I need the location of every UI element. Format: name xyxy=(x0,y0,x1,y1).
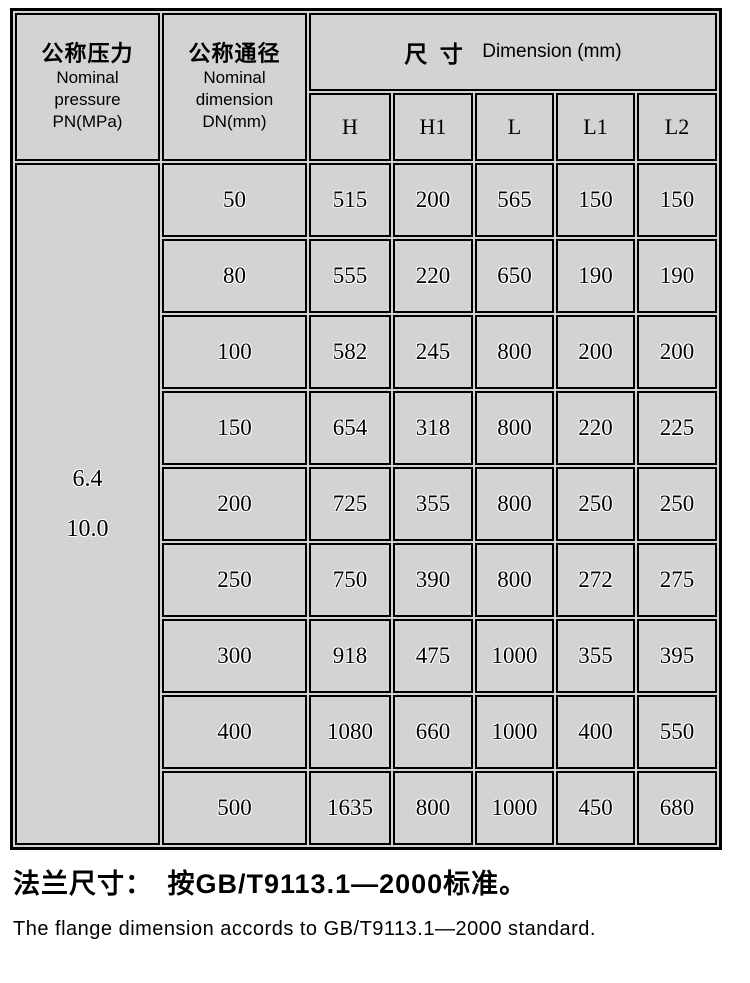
l-cell: 800 xyxy=(475,467,554,541)
l2-cell: 250 xyxy=(637,467,717,541)
dimension-header-zh: 尺 寸 xyxy=(404,41,466,67)
sub-header-H1: H1 xyxy=(393,93,473,161)
h-cell: 1080 xyxy=(309,695,391,769)
pn-header-en: Nominal pressure PN(MPa) xyxy=(52,68,123,132)
l1-cell: 150 xyxy=(556,163,635,237)
sub-header-L: L xyxy=(475,93,554,161)
header-row-1: 公称压力 Nominal pressure PN(MPa) 公称通径 Nomin… xyxy=(15,13,717,161)
h1-cell: 475 xyxy=(393,619,473,693)
l2-cell: 200 xyxy=(637,315,717,389)
l2-cell: 395 xyxy=(637,619,717,693)
h1-cell: 660 xyxy=(393,695,473,769)
l1-cell: 190 xyxy=(556,239,635,313)
footer-note-en: The flange dimension accords to GB/T9113… xyxy=(13,918,596,940)
l2-cell: 550 xyxy=(637,695,717,769)
l2-cell: 190 xyxy=(637,239,717,313)
h-cell: 582 xyxy=(309,315,391,389)
l-cell: 565 xyxy=(475,163,554,237)
h1-cell: 800 xyxy=(393,771,473,845)
dn-cell: 200 xyxy=(162,467,307,541)
pn-values-cell: 6.4 10.0 xyxy=(15,163,160,845)
l-cell: 1000 xyxy=(475,619,554,693)
header-row-2: H H1 L L1 L2 xyxy=(15,93,717,161)
h-cell: 725 xyxy=(309,467,391,541)
dimension-header-en: Dimension (mm) xyxy=(482,41,622,62)
table-row: 400 1080 660 1000 400 550 xyxy=(15,695,717,769)
dimension-header-cell: 尺 寸 Dimension (mm) xyxy=(309,13,717,91)
h-cell: 515 xyxy=(309,163,391,237)
l-cell: 800 xyxy=(475,315,554,389)
dn-cell: 50 xyxy=(162,163,307,237)
l1-cell: 220 xyxy=(556,391,635,465)
dn-cell: 500 xyxy=(162,771,307,845)
sub-header-H: H xyxy=(309,93,391,161)
dn-cell: 400 xyxy=(162,695,307,769)
table-row: 200 725 355 800 250 250 xyxy=(15,467,717,541)
l2-cell: 225 xyxy=(637,391,717,465)
h-cell: 918 xyxy=(309,619,391,693)
l1-cell: 250 xyxy=(556,467,635,541)
l2-cell: 680 xyxy=(637,771,717,845)
l1-cell: 450 xyxy=(556,771,635,845)
l2-cell: 150 xyxy=(637,163,717,237)
h1-cell: 390 xyxy=(393,543,473,617)
l1-cell: 272 xyxy=(556,543,635,617)
l1-cell: 355 xyxy=(556,619,635,693)
table-row: 300 918 475 1000 355 395 xyxy=(15,619,717,693)
h1-cell: 355 xyxy=(393,467,473,541)
dn-cell: 250 xyxy=(162,543,307,617)
table-row: 250 750 390 800 272 275 xyxy=(15,543,717,617)
h-cell: 555 xyxy=(309,239,391,313)
l1-cell: 400 xyxy=(556,695,635,769)
sub-header-L2: L2 xyxy=(637,93,717,161)
h1-cell: 220 xyxy=(393,239,473,313)
dimension-table: 公称压力 Nominal pressure PN(MPa) 公称通径 Nomin… xyxy=(10,8,722,850)
h1-cell: 200 xyxy=(393,163,473,237)
table-header: 公称压力 Nominal pressure PN(MPa) 公称通径 Nomin… xyxy=(15,13,717,161)
dn-cell: 80 xyxy=(162,239,307,313)
table-body: 6.4 10.0 50 515 200 565 150 150 80 555 220 650 190 1… xyxy=(15,163,717,845)
pn-header-zh: 公称压力 xyxy=(41,40,134,66)
dn-header-en: Nominal dimension DN(mm) xyxy=(195,68,274,132)
table-row: 80 555 220 650 190 190 xyxy=(15,239,717,313)
pn-header-cell: 公称压力 Nominal pressure PN(MPa) xyxy=(15,13,160,161)
l-cell: 800 xyxy=(475,543,554,617)
dn-cell: 100 xyxy=(162,315,307,389)
table-row: 6.4 10.0 50 515 200 565 150 150 xyxy=(15,163,717,845)
h1-cell: 318 xyxy=(393,391,473,465)
dn-header-zh: 公称通径 xyxy=(188,40,281,66)
footer-note-zh: 法兰尺寸： 按GB/T9113.1—2000标准。 xyxy=(13,869,528,899)
footer: 法兰尺寸： 按GB/T9113.1—2000标准。 The flange dim… xyxy=(13,862,743,941)
sub-header-L1: L1 xyxy=(556,93,635,161)
h1-cell: 245 xyxy=(393,315,473,389)
l-cell: 1000 xyxy=(475,771,554,845)
dn-header-cell: 公称通径 Nominal dimension DN(mm) xyxy=(162,13,307,161)
h-cell: 654 xyxy=(309,391,391,465)
dn-cell: 300 xyxy=(162,619,307,693)
table-row: 150 654 318 800 220 225 xyxy=(15,391,717,465)
l1-cell: 200 xyxy=(556,315,635,389)
h-cell: 750 xyxy=(309,543,391,617)
table-row: 100 582 245 800 200 200 xyxy=(15,315,717,389)
l2-cell: 275 xyxy=(637,543,717,617)
dn-cell: 150 xyxy=(162,391,307,465)
h-cell: 1635 xyxy=(309,771,391,845)
table-row: 500 1635 800 1000 450 680 xyxy=(15,771,717,845)
l-cell: 1000 xyxy=(475,695,554,769)
l-cell: 800 xyxy=(475,391,554,465)
l-cell: 650 xyxy=(475,239,554,313)
